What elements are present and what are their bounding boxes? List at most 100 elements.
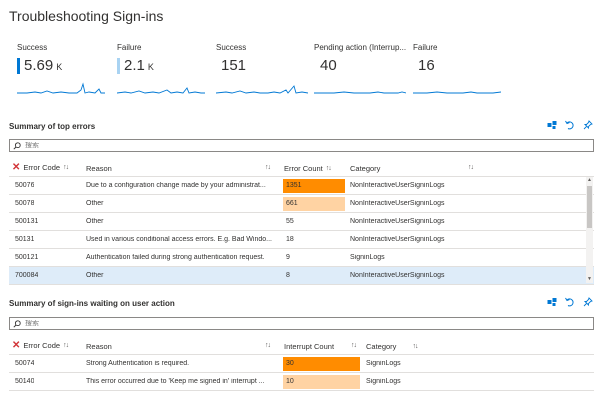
table-row-selected[interactable]: 700084 Other 8 NonInteractiveUserSigninL…: [9, 267, 594, 285]
cell-reason: Used in various conditional access error…: [86, 236, 272, 243]
kpi-label: Failure: [413, 43, 438, 52]
sort-icon[interactable]: ↑↓: [265, 342, 271, 349]
column-label: Category: [366, 342, 397, 351]
cell-reason: This error occurred due to 'Keep me sign…: [86, 378, 265, 385]
column-label: Interrupt Count: [284, 342, 335, 351]
column-header-interrupt-count[interactable]: Interrupt Count: [284, 342, 334, 351]
search-icon: [13, 319, 21, 328]
cell-category: NonInteractiveUserSigninLogs: [350, 218, 445, 225]
column-header-category[interactable]: Category ↑↓: [366, 342, 418, 351]
cell-reason: Due to a configuration change made by yo…: [86, 182, 266, 189]
graph-icon[interactable]: [547, 120, 557, 130]
search-box[interactable]: [9, 139, 594, 152]
cell-error-count: 1351: [283, 179, 345, 193]
cell-reason: Strong Authentication is required.: [86, 360, 190, 367]
column-label: Reason: [86, 164, 112, 173]
kpi-value: 16: [418, 57, 435, 74]
sparkline: [413, 91, 501, 94]
kpi-value: 2.1: [124, 57, 145, 74]
column-header-error-code[interactable]: ✕ Error Code ↑↓: [12, 162, 69, 173]
section-actions: [547, 120, 593, 130]
scroll-thumb[interactable]: [587, 186, 592, 228]
remove-column-icon[interactable]: ✕: [12, 340, 21, 351]
kpi-marker: [17, 58, 20, 74]
table-row[interactable]: 50078 Other 661 NonInteractiveUserSignin…: [9, 195, 594, 213]
cell-reason: Other: [86, 200, 104, 207]
sparkline: [314, 91, 406, 94]
kpi-unit: K: [56, 62, 63, 72]
sparkline: [117, 87, 205, 94]
kpi-marker: [117, 58, 120, 74]
search-input[interactable]: [25, 142, 575, 149]
sort-icon[interactable]: ↑↓: [265, 164, 271, 171]
search-icon: [13, 141, 21, 150]
kpi-success-interactive[interactable]: Success 151: [216, 43, 308, 94]
cell-category: NonInteractiveUserSigninLogs: [350, 272, 445, 279]
waiting-table: ✕ Error Code ↑↓ Reason ↑↓ Interrupt Coun…: [9, 337, 594, 391]
column-label: Error Code: [23, 163, 61, 172]
cell-error-code: 700084: [15, 272, 39, 279]
kpi-failure-total[interactable]: Failure 2.1 K: [117, 43, 209, 94]
pin-icon[interactable]: [583, 297, 593, 307]
cell-reason: Other: [86, 272, 104, 279]
cell-error-code: 50140: [15, 378, 35, 385]
cell-error-code: 50074: [15, 360, 35, 367]
kpi-value: 5.69: [24, 57, 54, 74]
top-errors-table: ✕ Error Code ↑↓ Reason ↑↓ Error Count ↑↓…: [9, 159, 594, 285]
remove-column-icon[interactable]: ✕: [12, 162, 21, 173]
kpi-unit: K: [147, 62, 154, 72]
sparkline: [17, 82, 105, 94]
cell-error-code: 500121: [15, 254, 39, 261]
kpi-value: 151: [221, 57, 247, 74]
sort-icon[interactable]: ↑↓: [468, 164, 474, 171]
cell-error-code: 50078: [15, 200, 35, 207]
column-header-error-code[interactable]: ✕ Error Code ↑↓: [12, 340, 69, 351]
table-row[interactable]: 50131 Used in various conditional access…: [9, 231, 594, 249]
cell-reason: Authentication failed during strong auth…: [86, 254, 265, 261]
cell-error-count: 9: [286, 254, 290, 261]
sort-icon[interactable]: ↑↓: [63, 164, 69, 171]
section-title-top-errors: Summary of top errors: [9, 122, 96, 131]
cell-error-count: 8: [286, 272, 290, 279]
column-label: Reason: [86, 342, 112, 351]
sort-icon[interactable]: ↑↓: [325, 165, 332, 172]
search-input[interactable]: [25, 320, 575, 327]
sort-icon[interactable]: ↑↓: [412, 343, 418, 350]
sort-icon[interactable]: ↑↓: [63, 342, 69, 349]
table-row[interactable]: 50140 This error occurred due to 'Keep m…: [9, 373, 594, 391]
table-row[interactable]: 50076 Due to a configuration change made…: [9, 177, 594, 195]
table-row[interactable]: 500121 Authentication failed during stro…: [9, 249, 594, 267]
cell-category: NonInteractiveUserSigninLogs: [350, 182, 445, 189]
scroll-up-icon[interactable]: ▲: [587, 177, 592, 183]
scroll-down-icon[interactable]: ▼: [587, 276, 592, 282]
column-header-category[interactable]: Category: [350, 164, 380, 173]
table-row[interactable]: 50074 Strong Authentication is required.…: [9, 355, 594, 373]
table-header: ✕ Error Code ↑↓ Reason ↑↓ Interrupt Coun…: [9, 337, 594, 355]
column-header-reason[interactable]: Reason: [86, 342, 112, 351]
column-header-reason[interactable]: Reason: [86, 164, 112, 173]
search-box[interactable]: [9, 317, 594, 330]
kpi-label: Success: [17, 43, 48, 52]
sort-icon[interactable]: ↑↓: [351, 342, 357, 349]
section-title-waiting: Summary of sign-ins waiting on user acti…: [9, 299, 175, 308]
kpi-pending-action[interactable]: Pending action (Interrup... 40: [314, 43, 410, 94]
undo-icon[interactable]: [565, 297, 575, 307]
table-row[interactable]: 500131 Other 55 NonInteractiveUserSignin…: [9, 213, 594, 231]
kpi-label: Failure: [117, 43, 142, 52]
table-scrollbar[interactable]: ▲ ▼: [586, 177, 593, 283]
kpi-success-total[interactable]: Success 5.69 K: [17, 43, 109, 94]
pin-icon[interactable]: [583, 120, 593, 130]
kpi-failure-interactive[interactable]: Failure 16: [413, 43, 505, 94]
cell-error-code: 50131: [15, 236, 35, 243]
column-header-error-count[interactable]: Error Count ↑↓: [284, 164, 332, 173]
kpi-value: 40: [320, 57, 337, 74]
sparkline: [216, 85, 308, 94]
cell-category: SigninLogs: [366, 360, 401, 367]
cell-error-count: 661: [283, 197, 345, 211]
cell-category: NonInteractiveUserSigninLogs: [350, 236, 445, 243]
cell-category: SigninLogs: [350, 254, 385, 261]
cell-reason: Other: [86, 218, 104, 225]
undo-icon[interactable]: [565, 120, 575, 130]
cell-error-count: 55: [286, 218, 294, 225]
graph-icon[interactable]: [547, 297, 557, 307]
